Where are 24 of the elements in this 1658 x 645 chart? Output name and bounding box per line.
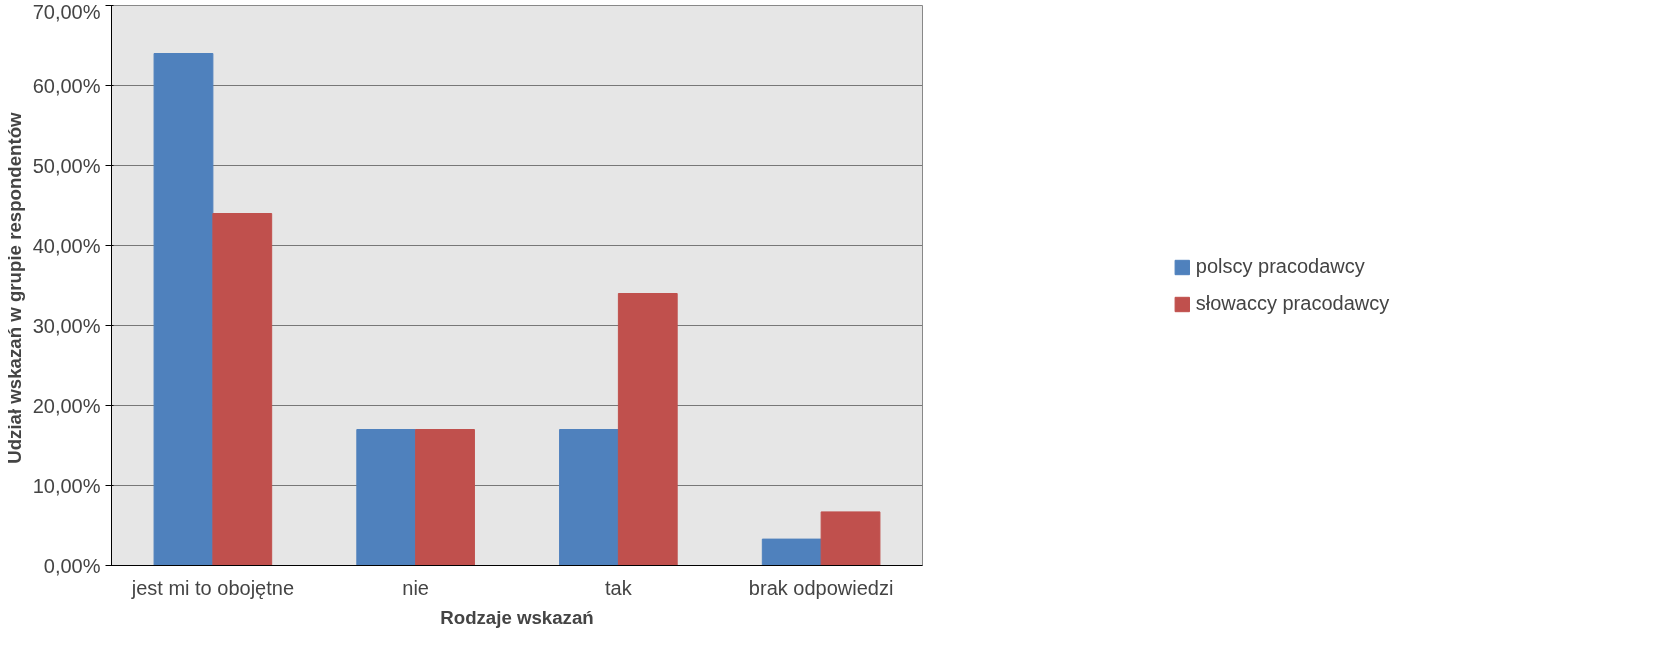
bar	[820, 511, 881, 566]
bar	[559, 429, 619, 566]
legend-label: słowaccy pracodawcy	[1195, 292, 1390, 315]
y-tick-label: 0,00%	[43, 554, 101, 577]
y-tick-label: 50,00%	[32, 154, 101, 177]
x-tick-label: brak odpowiedzi	[748, 576, 894, 599]
x-tick-label: tak	[605, 576, 633, 599]
x-tick-label: jest mi to obojętne	[130, 576, 295, 599]
y-tick-label: 40,00%	[32, 234, 101, 257]
x-tick-label: nie	[402, 576, 429, 599]
bar	[761, 538, 822, 566]
bar	[617, 293, 678, 566]
bar	[153, 53, 214, 566]
y-tick-label: 30,00%	[32, 314, 101, 337]
y-tick-label: 20,00%	[32, 394, 101, 417]
legend-label: polscy pracodawcy	[1195, 255, 1365, 278]
y-tick-label: 70,00%	[32, 0, 101, 23]
x-axis-title: Rodzaje wskazań	[440, 606, 594, 628]
y-tick-label: 10,00%	[32, 474, 101, 497]
y-axis-title: Udział wskazań w grupie respondentów	[3, 111, 25, 464]
bar	[415, 429, 475, 566]
y-tick-label: 60,00%	[32, 74, 101, 97]
bar	[212, 213, 273, 566]
bar	[356, 429, 417, 566]
